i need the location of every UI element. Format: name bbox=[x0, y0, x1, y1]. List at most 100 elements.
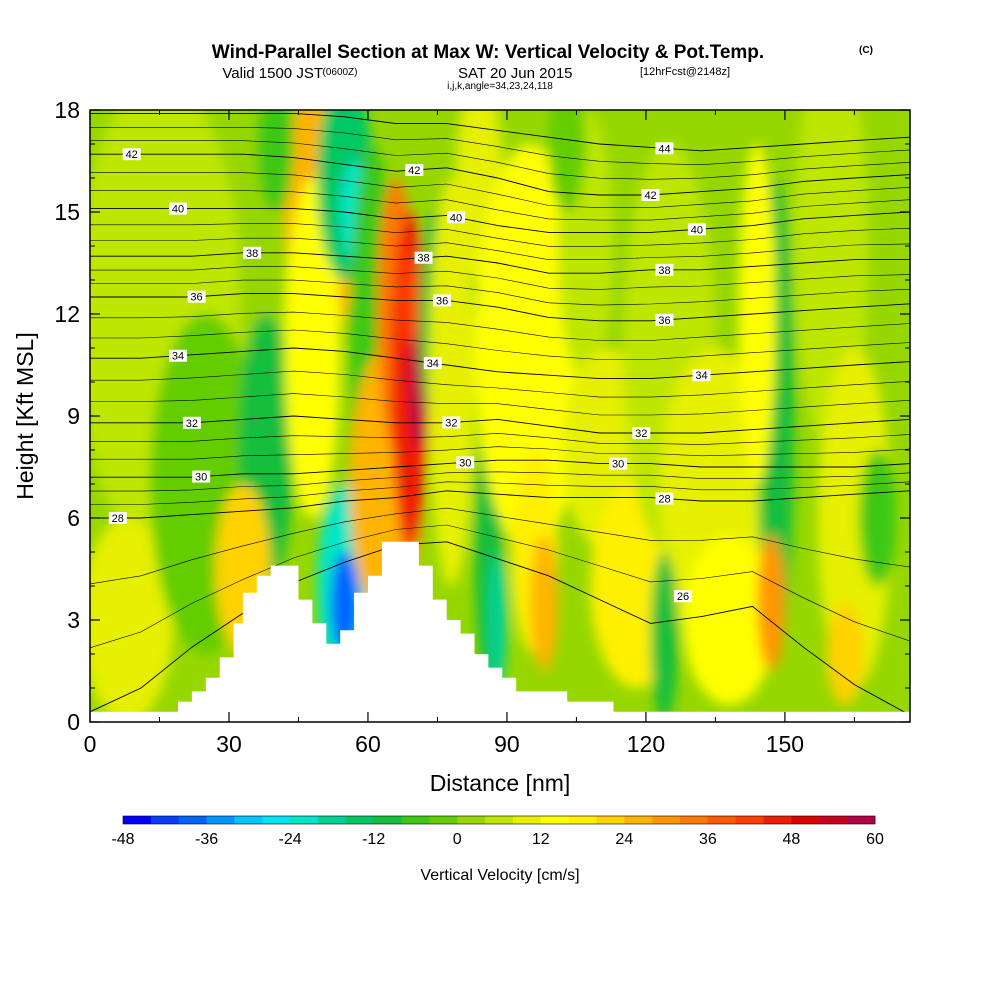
isentrope-label-text: 34 bbox=[695, 370, 707, 382]
velocity-cell bbox=[530, 535, 558, 671]
isentrope-label: 42 bbox=[405, 163, 424, 177]
isentrope-minor bbox=[90, 471, 910, 492]
colorbar-swatch bbox=[819, 816, 848, 824]
isentrope-label-text: 36 bbox=[658, 315, 670, 327]
copyright-mark: (C) bbox=[859, 45, 873, 56]
isentrope-label: 40 bbox=[687, 223, 706, 236]
isentrope-minor bbox=[90, 370, 910, 398]
isentrope-label-text: 34 bbox=[427, 358, 439, 370]
isentrope-label: 34 bbox=[423, 357, 442, 370]
colorbar-tick-label: 24 bbox=[615, 831, 633, 848]
isentrope-label: 30 bbox=[192, 470, 211, 484]
terrain bbox=[90, 541, 910, 723]
isentrope-label-text: 32 bbox=[635, 428, 647, 440]
velocity-cell bbox=[400, 246, 419, 348]
label-box bbox=[108, 512, 127, 524]
colorbar-swatch bbox=[512, 816, 542, 824]
isentrope-minor bbox=[90, 432, 910, 445]
velocity-cell bbox=[488, 552, 507, 688]
velocity-cell bbox=[826, 603, 864, 705]
label-box bbox=[673, 590, 692, 603]
isentrope-label: 40 bbox=[446, 211, 465, 224]
isentrope-label: 44 bbox=[655, 142, 674, 155]
isentrope-label-text: 42 bbox=[644, 190, 656, 202]
colorbar-swatch bbox=[234, 816, 263, 824]
label-box bbox=[655, 313, 674, 326]
label-box bbox=[243, 246, 262, 259]
colorbar-swatch bbox=[847, 816, 876, 824]
label-box bbox=[655, 492, 674, 505]
isentrope-minor bbox=[90, 140, 910, 180]
valid-date: SAT 20 Jun 2015 bbox=[458, 65, 573, 82]
isentrope-label-text: 44 bbox=[658, 143, 670, 155]
isentrope-minor bbox=[90, 172, 910, 208]
isentrope-label: 30 bbox=[609, 457, 628, 471]
isentrope-28 bbox=[90, 490, 910, 519]
x-tick-label: 120 bbox=[627, 731, 665, 757]
colorbar-tick-label: -36 bbox=[195, 831, 218, 848]
isentrope-minor bbox=[90, 190, 910, 221]
colorbar-swatch bbox=[652, 816, 681, 824]
isentrope-40 bbox=[90, 208, 910, 233]
colorbar-swatch bbox=[568, 816, 597, 824]
forecast-info: [12hrFcst@2148z] bbox=[640, 66, 730, 78]
velocity-cell bbox=[284, 178, 341, 518]
isentrope-label-text: 38 bbox=[417, 253, 429, 265]
isentrope-labels: 42 40 38 36 34 32 30 28 42 40 38 36 34 32 30 44 42 40 38 36… bbox=[108, 142, 711, 603]
grid-params: i,j,k,angle=34,23,24,118 bbox=[447, 81, 553, 92]
isentrope-label-text: 42 bbox=[408, 165, 420, 177]
x-tick-label: 0 bbox=[84, 731, 97, 757]
isentrope-label: 32 bbox=[182, 416, 201, 430]
colorbar-tick-label: -12 bbox=[362, 831, 385, 848]
colorbar-swatch bbox=[345, 816, 374, 824]
isentrope-label-text: 32 bbox=[186, 418, 198, 430]
colorbar-swatch bbox=[290, 816, 319, 824]
isentrope-minor bbox=[90, 237, 910, 260]
label-box bbox=[122, 148, 141, 161]
isentrope-minor bbox=[90, 393, 910, 416]
isentrope-label-text: 34 bbox=[172, 351, 184, 363]
y-tick-label: 0 bbox=[67, 709, 80, 735]
isentrope-label-text: 38 bbox=[246, 248, 258, 260]
colorbar-tick-label: -48 bbox=[111, 831, 134, 848]
colorbar-swatch bbox=[373, 816, 402, 824]
velocity-cell bbox=[428, 178, 475, 586]
isentrope-label-text: 36 bbox=[436, 295, 448, 307]
velocity-cell bbox=[757, 535, 785, 671]
label-box bbox=[187, 290, 206, 303]
isentrope-label-text: 40 bbox=[691, 224, 703, 236]
colorbar-swatch bbox=[178, 816, 207, 824]
label-box bbox=[641, 189, 660, 201]
y-tick-label: 18 bbox=[54, 97, 80, 123]
x-tick-label: 150 bbox=[766, 731, 804, 757]
velocity-cell bbox=[859, 450, 897, 586]
isentrope-minor bbox=[90, 266, 910, 290]
isentrope-label: 34 bbox=[169, 349, 188, 363]
isentrope-42 bbox=[90, 153, 910, 196]
isentrope-minor bbox=[90, 329, 910, 360]
colorbar-swatch bbox=[680, 816, 709, 824]
isentrope-minor bbox=[90, 446, 910, 460]
colorbar-swatch bbox=[206, 816, 235, 824]
label-box bbox=[433, 294, 452, 307]
label-box bbox=[192, 470, 211, 483]
isentrope-label: 32 bbox=[442, 416, 461, 429]
colorbar-swatch bbox=[624, 816, 653, 824]
isentrope-label: 42 bbox=[641, 189, 660, 202]
valid-utc: (0600Z) bbox=[322, 67, 357, 78]
colorbar-label: Vertical Velocity [cm/s] bbox=[420, 867, 579, 884]
velocity-cell bbox=[256, 110, 294, 212]
label-box bbox=[655, 263, 674, 276]
isentrope-label: 26 bbox=[673, 590, 692, 603]
label-box bbox=[655, 142, 674, 155]
velocity-cells bbox=[90, 110, 897, 722]
isentrope-label-text: 38 bbox=[658, 265, 670, 277]
y-tick-label: 12 bbox=[54, 301, 80, 327]
velocity-cell bbox=[682, 535, 776, 705]
isentrope-minor bbox=[90, 127, 910, 166]
x-tick-label: 90 bbox=[494, 731, 520, 757]
colorbar-tick-label: 60 bbox=[866, 831, 884, 848]
isentrope-label-text: 32 bbox=[445, 417, 457, 429]
isentrope-minor bbox=[90, 507, 910, 585]
isentrope-label: 38 bbox=[655, 263, 674, 277]
